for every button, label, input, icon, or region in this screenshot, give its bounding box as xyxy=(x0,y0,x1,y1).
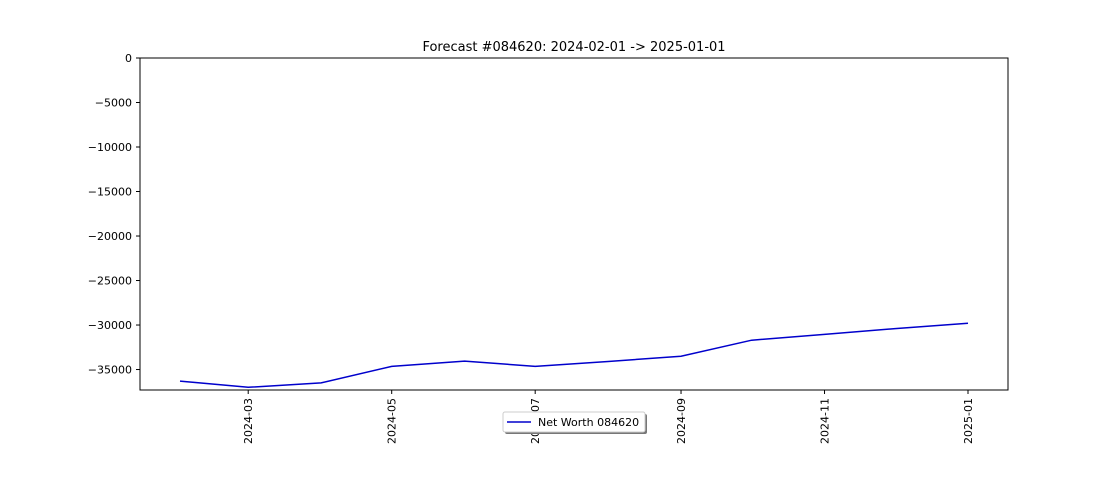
data-point xyxy=(390,365,393,368)
data-point xyxy=(823,333,826,336)
data-point xyxy=(178,380,181,383)
series-line xyxy=(179,322,969,389)
plot-area xyxy=(139,57,1009,391)
data-point xyxy=(750,339,753,342)
y-tick-label: −5000 xyxy=(95,97,132,110)
data-point xyxy=(967,322,970,325)
data-point xyxy=(607,360,610,363)
data-point xyxy=(320,381,323,384)
y-tick-label: −35000 xyxy=(88,364,132,377)
x-tick-label: 2025-01 xyxy=(962,398,975,444)
data-point xyxy=(247,386,250,389)
legend-label: Net Worth 084620 xyxy=(538,416,639,429)
y-tick-label: −25000 xyxy=(88,275,132,288)
y-tick-label: −30000 xyxy=(88,319,132,332)
x-tick-label: 2024-09 xyxy=(675,398,688,444)
legend: Net Worth 084620 xyxy=(502,411,647,434)
chart-title: Forecast #084620: 2024-02-01 -> 2025-01-… xyxy=(422,40,725,55)
y-tick-label: −20000 xyxy=(88,230,132,243)
data-point xyxy=(680,355,683,358)
data-point xyxy=(534,365,537,368)
x-tick-label: 2024-11 xyxy=(819,398,832,444)
y-tick-label: −10000 xyxy=(88,141,132,154)
plot-frame xyxy=(139,57,1009,391)
y-axis: 0 −5000 −10000 −15000 −20000 −25000 −30000 −350… xyxy=(88,52,140,377)
y-tick-label: −15000 xyxy=(88,186,132,199)
series-layer xyxy=(178,322,970,389)
data-point xyxy=(463,360,466,363)
data-point xyxy=(894,327,897,330)
legend-box xyxy=(502,411,646,433)
x-tick-label: 2024-05 xyxy=(386,398,399,444)
x-tick-label: 2024-03 xyxy=(242,398,255,444)
y-tick-label: 0 xyxy=(125,52,132,65)
